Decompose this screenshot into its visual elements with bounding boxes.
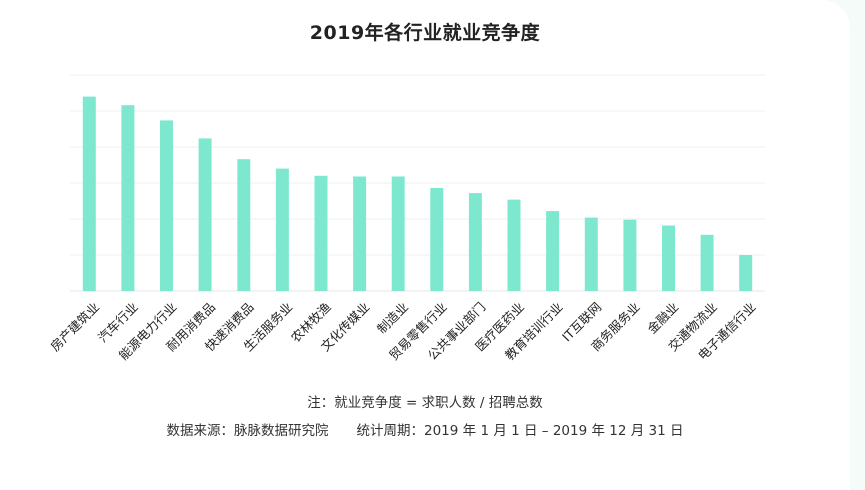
source-row: 数据来源：脉脉数据研究院 统计周期：2019 年 1 月 1 日 – 2019 年… <box>0 419 850 439</box>
bar <box>275 168 289 291</box>
bar <box>353 176 367 291</box>
bar <box>391 176 405 291</box>
bar <box>662 225 675 291</box>
bar-chart: 房产建筑业汽车行业能源电力行业耐用消费品快速消费品生活服务业农林牧渔文化传媒业制… <box>47 74 765 363</box>
x-tick-label: 房产建筑业 <box>47 299 102 354</box>
bar <box>700 234 714 291</box>
bar <box>468 193 482 291</box>
x-tick-label: 金融业 <box>644 299 681 336</box>
bar <box>546 211 560 291</box>
data-source: 数据来源：脉脉数据研究院 <box>166 423 329 439</box>
bar <box>584 217 598 291</box>
bar <box>237 159 251 291</box>
bar <box>82 96 96 291</box>
bar <box>314 175 328 291</box>
bar <box>198 138 212 291</box>
x-tick-label: 制造业 <box>374 299 411 336</box>
bar <box>507 199 521 291</box>
stat-period: 统计周期：2019 年 1 月 1 日 – 2019 年 12 月 31 日 <box>356 423 684 439</box>
bar <box>739 255 753 291</box>
bar <box>121 105 135 291</box>
bar <box>430 188 444 291</box>
bar <box>160 120 173 292</box>
bar <box>623 219 637 291</box>
chart-note: 注：就业竞争度 = 求职人数 / 招聘总数 <box>307 395 543 411</box>
chart-title: 2019年各行业就业竞争度 <box>309 22 541 44</box>
